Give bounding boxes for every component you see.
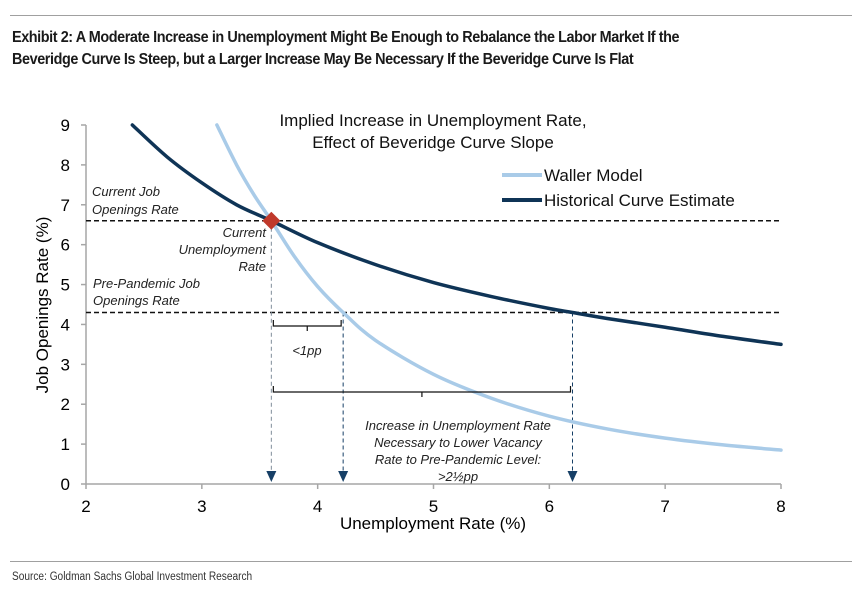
y-tick-label: 6: [61, 236, 70, 255]
y-tick-label: 1: [61, 435, 70, 454]
x-tick-label: 3: [197, 497, 206, 516]
waller-model-line: [215, 123, 783, 452]
legend-label-waller: Waller Model: [544, 166, 643, 185]
legend-label-historical: Historical Curve Estimate: [544, 191, 735, 210]
annot-pre-pandemic-2: Openings Rate: [93, 293, 180, 308]
y-axis-title: Job Openings Rate (%): [33, 217, 52, 394]
x-tick-label: 6: [545, 497, 554, 516]
source-note: Source: Goldman Sachs Global Investment …: [12, 571, 253, 583]
y-tick-label: 5: [61, 276, 70, 295]
series-lines: [130, 123, 783, 452]
chart-title-line-1: Implied Increase in Unemployment Rate,: [279, 111, 586, 130]
y-tick-label: 9: [61, 116, 70, 135]
annot-large-bracket-2: Necessary to Lower Vacancy: [374, 435, 543, 450]
y-tick-label: 8: [61, 156, 70, 175]
down-arrow-icon: [338, 471, 349, 482]
exhibit-title-line-1: Exhibit 2: A Moderate Increase in Unempl…: [12, 29, 680, 46]
down-arrow-icon: [567, 471, 578, 482]
y-tick-label: 2: [61, 395, 70, 414]
y-tick-label: 7: [61, 196, 70, 215]
bottom-rule: [10, 561, 852, 562]
annot-current-job-openings-1: Current Job: [92, 184, 160, 199]
bracket: [272, 320, 342, 331]
down-arrow-icon: [266, 471, 277, 482]
current-point-marker: [262, 211, 281, 230]
annot-current-job-openings-2: Openings Rate: [92, 202, 179, 217]
y-tick-label: 4: [61, 315, 70, 334]
top-rule: [10, 15, 852, 16]
x-tick-label: 7: [660, 497, 669, 516]
annot-small-bracket: <1pp: [292, 343, 321, 358]
x-tick-label: 8: [776, 497, 785, 516]
historical-curve-line: [130, 123, 783, 347]
annot-pre-pandemic-1: Pre-Pandemic Job: [93, 276, 200, 291]
annot-large-bracket-4: >2½pp: [438, 469, 478, 484]
axes: 0 1 2 3 4 5 6 7 8 9 2 3 4 5 6 7 8: [61, 116, 786, 516]
x-tick-label: 2: [81, 497, 90, 516]
exhibit-title-line-2: Beveridge Curve Is Steep, but a Larger I…: [12, 51, 634, 68]
x-tick-label: 4: [313, 497, 322, 516]
annot-large-bracket-3: Rate to Pre-Pandemic Level:: [375, 452, 542, 467]
y-tick-label: 3: [61, 355, 70, 374]
exhibit-title: Exhibit 2: A Moderate Increase in Unempl…: [12, 27, 793, 71]
annot-current-unemployment-1: Current: [223, 225, 268, 240]
annot-large-bracket-1: Increase in Unemployment Rate: [365, 418, 551, 433]
bracket: [272, 386, 572, 397]
x-axis-title: Unemployment Rate (%): [340, 514, 526, 533]
legend: Waller Model Historical Curve Estimate: [502, 166, 735, 210]
x-tick-label: 5: [429, 497, 438, 516]
chart-title-line-2: Effect of Beveridge Curve Slope: [312, 133, 554, 152]
annotations: [262, 211, 572, 397]
annot-current-unemployment-3: Rate: [239, 259, 266, 274]
y-tick-label: 0: [61, 475, 70, 494]
annot-current-unemployment-2: Unemployment: [179, 242, 268, 257]
